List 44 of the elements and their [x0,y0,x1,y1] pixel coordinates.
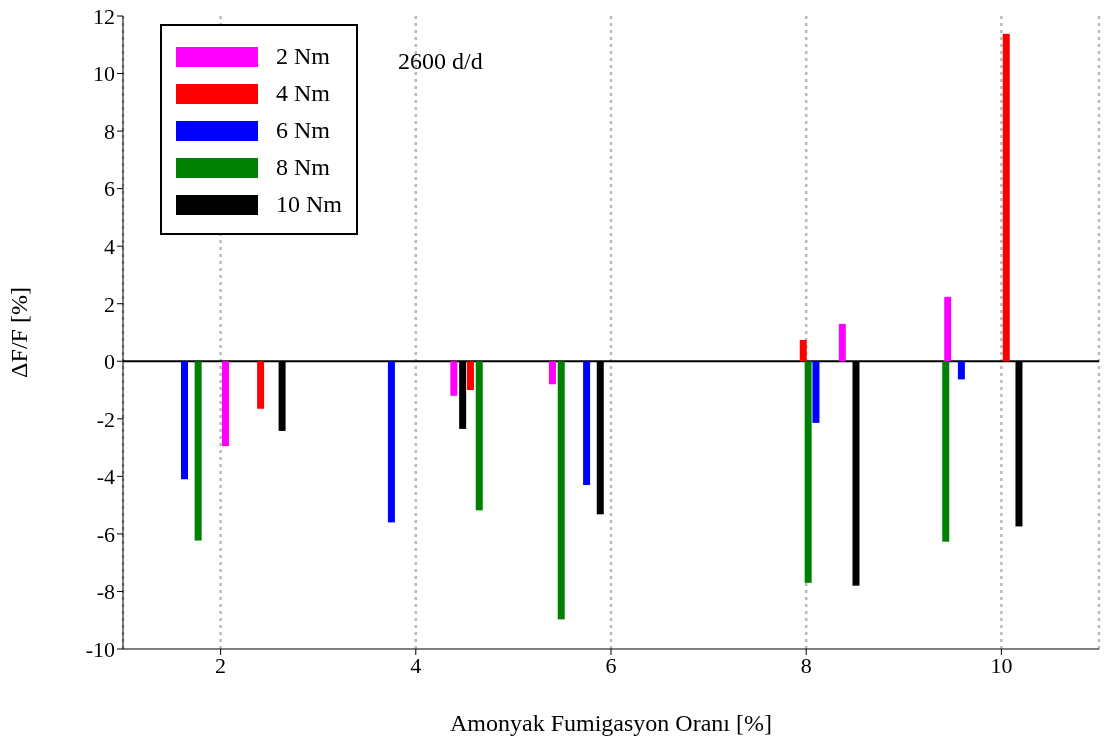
x-tick-label: 6 [605,652,617,678]
y-tick-label: 0 [104,349,115,375]
y-tick-label: 8 [104,118,115,144]
x-tick-label: 2 [215,652,227,678]
bar [944,296,952,362]
bar [387,361,395,523]
legend-label: 2 Nm [276,43,330,70]
y-tick-label: -2 [96,406,115,432]
y-axis-title: ΔF/F [%] [5,287,32,378]
bar [799,339,807,362]
bar [838,323,846,362]
y-tick-label: 2 [104,291,115,317]
legend-label: 10 Nm [276,191,342,218]
annotation: 2600 d/d [398,48,483,75]
y-tick-label: 10 [93,61,115,87]
bar [942,361,950,542]
bar [548,361,556,385]
bar [583,361,591,485]
bar [194,361,202,541]
y-tick-label: 6 [104,176,115,202]
bar [475,361,483,511]
bar [812,361,820,423]
legend-label: 8 Nm [276,154,330,181]
bar [180,361,188,480]
y-tick-label: -6 [96,521,115,547]
y-tick-label: -8 [96,579,115,605]
bar [257,361,265,409]
x-tick-label: 10 [990,652,1013,678]
bar [1002,33,1010,362]
bar [804,361,812,583]
y-tick-label: 12 [93,3,115,29]
bar [466,361,474,391]
x-tick-label: 4 [410,652,422,678]
x-tick-label: 8 [800,652,812,678]
bar [221,361,229,447]
y-tick-label: 4 [104,233,115,259]
bar [450,361,458,396]
x-axis-title: Amonyak Fumigasyon Oranı [%] [450,710,772,736]
legend-label: 4 Nm [276,80,330,107]
bar [957,361,965,380]
y-tick-label: -10 [85,636,115,662]
bar [557,361,565,620]
y-tick-label: -4 [96,464,115,490]
legend-label: 6 Nm [276,117,330,144]
